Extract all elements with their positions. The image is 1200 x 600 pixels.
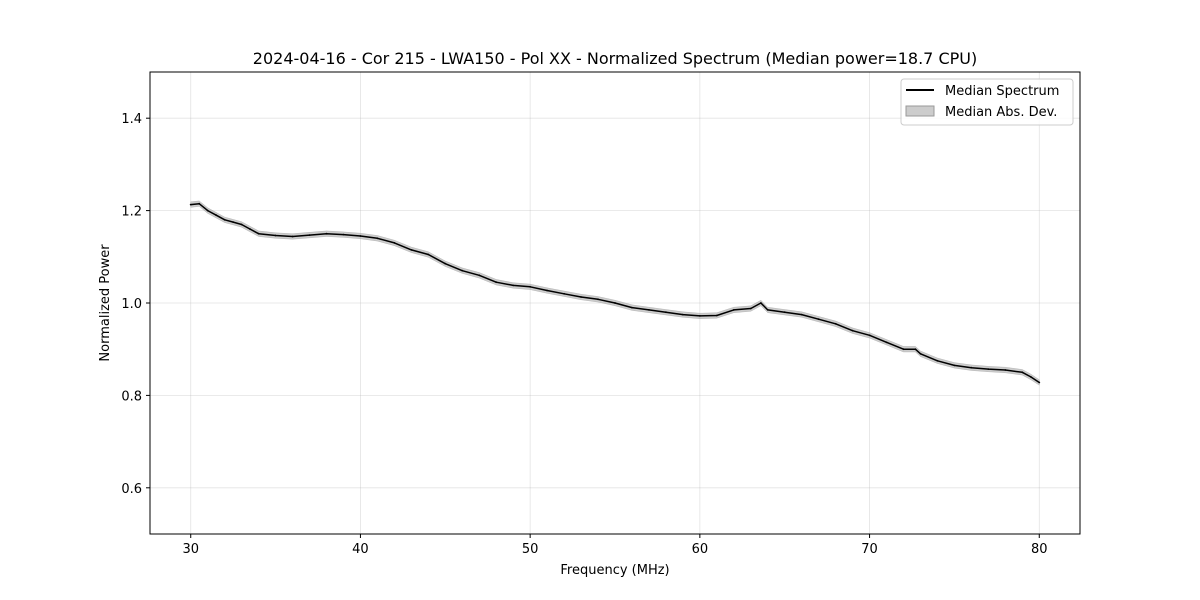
- median-spectrum-point: [206, 209, 209, 212]
- median-spectrum-point: [563, 292, 565, 295]
- median-spectrum-point: [749, 307, 752, 310]
- plot-data: [189, 200, 1041, 386]
- median-spectrum-point: [682, 313, 684, 316]
- x-tick-label: 80: [1031, 542, 1048, 557]
- median-spectrum-point: [760, 302, 762, 304]
- median-spectrum-point: [614, 302, 616, 304]
- median-spectrum-point: [232, 221, 235, 224]
- x-tick-label: 60: [692, 542, 709, 557]
- median-spectrum-point: [478, 274, 481, 277]
- median-spectrum-point: [529, 285, 531, 288]
- median-spectrum-point: [215, 214, 218, 217]
- median-spectrum-point: [953, 364, 956, 367]
- median-spectrum-point: [189, 203, 192, 206]
- median-spectrum-point: [376, 237, 379, 240]
- median-spectrum-point: [410, 249, 413, 251]
- median-spectrum-point: [783, 311, 786, 314]
- x-tick-label: 30: [182, 542, 199, 557]
- median-spectrum-line: [190, 202, 1040, 384]
- median-spectrum-point: [325, 232, 328, 235]
- median-spectrum-point: [648, 309, 650, 311]
- median-spectrum-point: [631, 306, 633, 309]
- median-spectrum-point: [885, 341, 888, 344]
- x-tick-label: 50: [522, 542, 539, 557]
- median-spectrum-point: [699, 315, 701, 317]
- legend-band-swatch: [905, 105, 935, 117]
- median-spectrum-point: [291, 235, 294, 238]
- axis-ticks: 30 40 50 60 70 80 0.6 0.8 1.0 1.2 1.4: [121, 112, 1047, 557]
- median-spectrum-point: [342, 233, 345, 236]
- median-spectrum-point: [665, 311, 667, 314]
- y-tick-label: 1.0: [121, 297, 142, 312]
- median-abs-dev-band: [190, 200, 1040, 386]
- median-spectrum-point: [512, 284, 515, 287]
- median-spectrum-point: [393, 242, 396, 244]
- x-tick-label: 70: [861, 542, 878, 557]
- y-tick-label: 1.2: [121, 205, 142, 220]
- y-tick-label: 0.8: [121, 389, 142, 404]
- legend-box: [900, 78, 1074, 126]
- median-spectrum-point: [308, 234, 311, 237]
- median-spectrum-point: [766, 309, 769, 311]
- median-spectrum-point: [987, 368, 990, 370]
- median-spectrum-point: [461, 269, 464, 272]
- median-spectrum-point: [715, 314, 718, 317]
- y-axis-label: Normalized Power: [98, 244, 113, 362]
- median-spectrum-point: [249, 228, 252, 231]
- median-spectrum-point: [1021, 371, 1024, 374]
- median-spectrum-point: [936, 359, 939, 362]
- median-spectrum-point: [597, 298, 599, 301]
- median-spectrum-point: [495, 281, 498, 284]
- legend: Median Spectrum Median Abs. Dev.: [900, 78, 1074, 126]
- median-spectrum-point: [546, 289, 548, 292]
- median-spectrum-point: [240, 223, 243, 226]
- median-spectrum-point: [868, 334, 871, 337]
- median-spectrum-point: [851, 329, 854, 332]
- median-spectrum-point: [1004, 369, 1007, 371]
- median-spectrum-point: [834, 322, 837, 325]
- median-spectrum-point: [732, 309, 735, 311]
- median-spectrum-point: [274, 234, 277, 237]
- median-spectrum-point: [198, 202, 201, 205]
- legend-label-median-spectrum: Median Spectrum: [945, 84, 1059, 99]
- y-tick-label: 0.6: [121, 482, 142, 497]
- median-spectrum-point: [444, 262, 447, 265]
- x-axis-label: Frequency (MHz): [560, 563, 669, 578]
- median-spectrum-point: [223, 218, 226, 221]
- x-tick-label: 40: [352, 542, 369, 557]
- median-spectrum-point: [919, 352, 922, 355]
- chart-title: 2024-04-16 - Cor 215 - LWA150 - Pol XX -…: [253, 49, 977, 68]
- median-spectrum-point: [902, 348, 905, 351]
- median-spectrum-point: [800, 313, 803, 316]
- median-spectrum-point: [1029, 376, 1032, 378]
- median-spectrum-point: [427, 253, 430, 256]
- median-spectrum-point: [257, 232, 260, 235]
- y-tick-label: 1.4: [121, 112, 142, 127]
- median-spectrum-point: [914, 348, 917, 351]
- median-spectrum-point: [359, 235, 362, 237]
- median-spectrum-point: [817, 318, 820, 321]
- median-spectrum-point: [1038, 381, 1041, 384]
- median-spectrum-point: [580, 296, 582, 298]
- median-spectrum-point: [970, 366, 973, 369]
- legend-label-median-abs-dev: Median Abs. Dev.: [945, 105, 1057, 120]
